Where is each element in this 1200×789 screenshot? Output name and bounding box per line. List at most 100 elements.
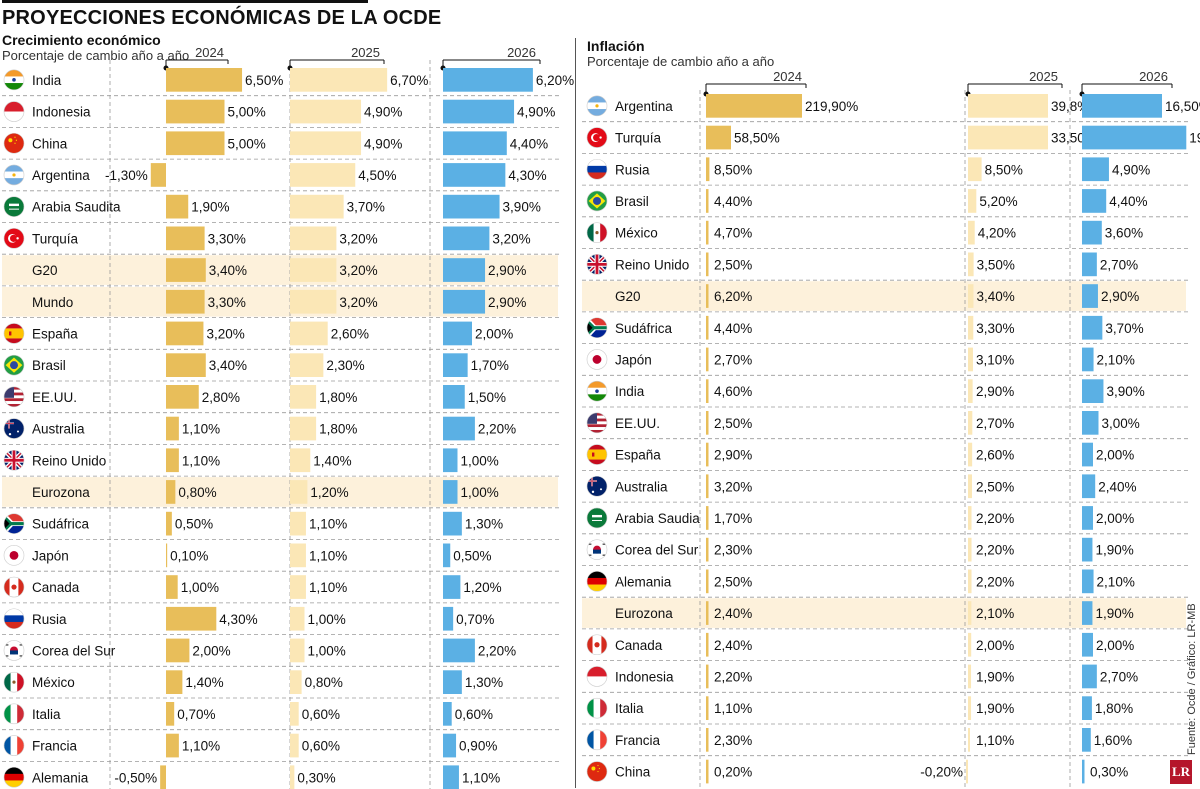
bar-2025: [968, 696, 972, 720]
flag-part: [4, 111, 24, 122]
data-label: 1,20%: [463, 580, 501, 595]
bar-2024: [166, 416, 179, 441]
flag-part: [16, 237, 19, 240]
flag-part: [597, 770, 599, 773]
data-label: 4,40%: [714, 321, 752, 336]
section-divider: [575, 38, 576, 788]
bar-2026: [1082, 347, 1094, 372]
flag-part: [587, 459, 607, 465]
row-label: Rusia: [32, 612, 67, 627]
data-label: 2,00%: [1096, 511, 1134, 526]
flag-part: [600, 729, 607, 750]
bar-2024: [166, 543, 168, 568]
row-label: Turquía: [615, 131, 662, 146]
bar-2025: [968, 379, 973, 403]
flag-part: [593, 133, 601, 142]
bar-2026: [443, 226, 490, 251]
bar-2024: [706, 411, 709, 435]
flag-ring: [586, 444, 608, 465]
data-label: 8,50%: [985, 162, 1023, 177]
row-label: Brasil: [615, 194, 649, 209]
growth-title: Crecimiento económico: [2, 32, 161, 48]
row-label: Canada: [615, 638, 663, 653]
flag-part: [4, 403, 24, 407]
flag-part: [4, 101, 24, 112]
flag-part: [591, 476, 593, 487]
uk-flag-icon: [587, 254, 607, 275]
flag-part: [4, 83, 24, 90]
flag-part: [4, 401, 24, 404]
bar-2025: [290, 511, 306, 536]
row-label: Arabia Saudia: [615, 511, 700, 526]
data-label: 1,40%: [185, 675, 223, 690]
bar-2024: [166, 575, 178, 599]
bar-2024: [706, 252, 709, 277]
flag-part: [9, 331, 12, 336]
data-label: 3,20%: [206, 326, 244, 341]
saudi-flag-icon: [587, 507, 607, 528]
flag-part: [587, 327, 607, 338]
data-label: 1,00%: [308, 643, 346, 658]
flag-part: [4, 621, 24, 629]
row-label: China: [32, 136, 68, 151]
bar-2024: [706, 474, 709, 499]
bar-2025: [968, 157, 982, 182]
flag-ring: [3, 640, 25, 661]
france-flag-icon: [4, 735, 24, 756]
flag-part: [593, 549, 601, 554]
flag-ring: [586, 95, 608, 117]
row-label: España: [32, 326, 78, 341]
source-note: Fuente: Ocde / Gráfico: LR-MB: [1186, 603, 1198, 755]
bar-2024: [706, 728, 709, 752]
bar-2026: [1082, 759, 1085, 784]
bar-2024: [166, 702, 175, 726]
flag-part: [9, 208, 19, 210]
data-label: 3,10%: [976, 352, 1014, 367]
flag-ring: [586, 539, 608, 560]
data-label: 0,10%: [170, 548, 208, 563]
brazil-flag-icon: [4, 355, 24, 376]
row-label: México: [32, 675, 75, 690]
china-flag-icon: [587, 761, 607, 782]
data-label: 2,20%: [478, 643, 516, 658]
row-label: Alemania: [32, 770, 89, 785]
bar-2024: [166, 258, 206, 282]
flag-part: [587, 109, 607, 116]
data-label: 2,90%: [488, 263, 526, 278]
bar-2025: [968, 728, 970, 752]
data-label: 1,10%: [182, 422, 220, 437]
korea-flag-icon: [587, 539, 607, 560]
flag-part: [14, 136, 16, 138]
bar-2026: [1082, 601, 1093, 625]
flag-part: [4, 178, 24, 185]
bar-2025: [290, 480, 308, 504]
flag-ring: [3, 513, 25, 534]
row-label: Brasil: [32, 358, 66, 373]
bar-2025: [968, 220, 975, 245]
bar-2026: [1082, 94, 1162, 118]
data-label: 1,10%: [462, 770, 500, 785]
flag-part: [10, 703, 18, 724]
argentina-flag-icon: [587, 95, 607, 116]
data-label: 1,60%: [1094, 733, 1132, 748]
bar-2026: [443, 99, 515, 124]
data-label: 3,20%: [339, 263, 377, 278]
flag-part: [588, 543, 592, 545]
data-label: 0,90%: [459, 739, 497, 754]
data-label: 1,00%: [461, 485, 499, 500]
bar-2025: [290, 353, 324, 377]
bar-2025: [968, 411, 973, 435]
bar-2025: [290, 733, 299, 758]
data-label: 3,20%: [714, 479, 752, 494]
bar-2025: [968, 601, 972, 625]
data-label: 2,30%: [714, 733, 752, 748]
row-label: India: [615, 384, 645, 399]
flag-part: [9, 203, 19, 207]
data-label: 0,70%: [177, 707, 215, 722]
bar-2026: [443, 68, 533, 92]
bar-2025: [290, 99, 362, 124]
data-label: 1,80%: [319, 422, 357, 437]
southafrica-flag-icon: [4, 513, 24, 534]
data-label: 5,00%: [228, 105, 266, 120]
bar-2026: [1082, 284, 1098, 308]
